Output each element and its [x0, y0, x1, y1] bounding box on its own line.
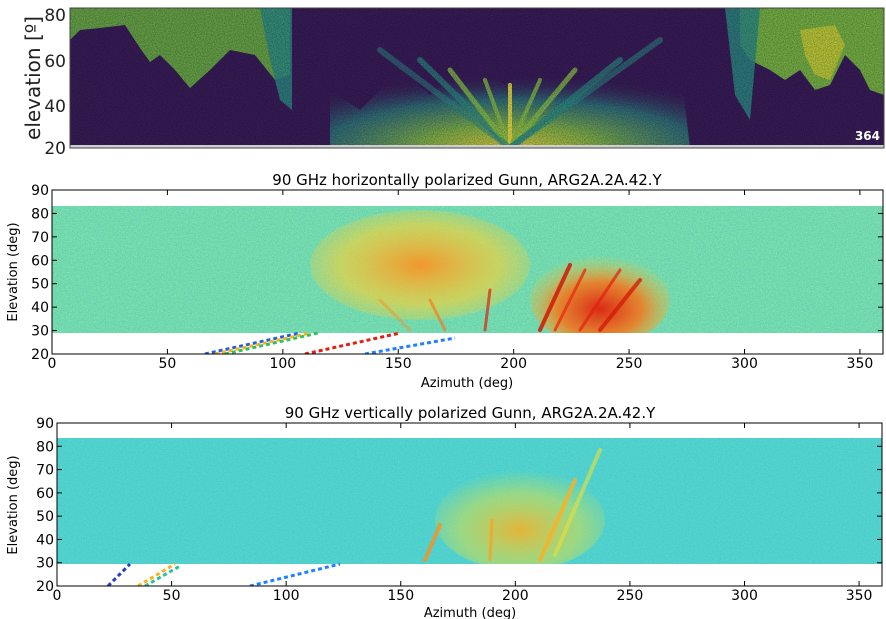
top-y-tick-label: 60 [44, 52, 66, 72]
top-y-ticks: 80 60 40 20 [44, 6, 66, 159]
panel2-x-ticks: 0 50 100 150 200 250 300 350 [48, 190, 874, 372]
panel2-y-axis-label: Elevation (deg) [6, 222, 21, 321]
panel2-x-tick-label: 300 [731, 356, 758, 372]
panel3-y-tick-label: 90 [36, 416, 54, 432]
panel2-y-tick-label: 50 [31, 277, 49, 293]
panel3-warm-streaks [423, 448, 602, 562]
panel3-x-tick-label: 250 [617, 588, 644, 604]
panel3-plot-frame [56, 422, 883, 587]
panel2-x-tick-label: 250 [616, 356, 643, 372]
top-y-tick-label: 80 [44, 6, 66, 26]
panel2-y-ticks: 20 30 40 50 60 70 80 90 [31, 183, 883, 363]
panel3-y-tick-label: 50 [36, 509, 54, 525]
panel2-y-tick-label: 80 [31, 206, 49, 222]
panel2-x-axis-label: Azimuth (deg) [421, 376, 513, 391]
panel3-x-tick-label: 200 [502, 588, 529, 604]
panel3-y-tick-label: 70 [36, 463, 54, 479]
panel3-low-elevation-tracks [106, 562, 341, 586]
panel2-x-tick-label: 0 [48, 356, 57, 372]
panel2-y-tick-label: 40 [31, 300, 49, 316]
top-y-tick-label: 20 [44, 139, 66, 159]
panel2-x-tick-label: 200 [500, 356, 527, 372]
panel2-y-tick-label: 30 [31, 324, 49, 340]
panel3-x-ticks: 0 50 100 150 200 250 300 350 [53, 423, 873, 604]
panel3-y-tick-label: 60 [36, 486, 54, 502]
panel-top-viridis: 364 elevation [º] 80 60 40 20 [21, 6, 885, 159]
panel3-y-tick-label: 40 [36, 532, 54, 548]
panel3-x-tick-label: 100 [273, 588, 300, 604]
panel3-y-tick-label: 80 [36, 439, 54, 455]
panel3-y-tick-label: 30 [36, 556, 54, 572]
top-plot-frame [69, 7, 885, 149]
panel2-x-tick-label: 50 [159, 356, 177, 372]
panel2-plot-frame [51, 189, 884, 355]
panel3-x-tick-label: 0 [53, 588, 62, 604]
top-bottom-gray-strip [70, 145, 884, 148]
panel3-x-tick-label: 150 [387, 588, 414, 604]
panel2-low-elevation-tracks [204, 331, 456, 354]
panel2-x-tick-label: 150 [385, 356, 412, 372]
panel3-y-ticks: 20 30 40 50 60 70 80 90 [36, 416, 882, 595]
panel3-x-tick-label: 350 [846, 588, 873, 604]
panel2-x-tick-label: 100 [269, 356, 296, 372]
panel2-red-streaks [378, 263, 642, 332]
panel2-y-tick-label: 70 [31, 230, 49, 246]
panel-vertical-polarization: 90 GHz vertically polarized Gunn, ARG2A.… [6, 404, 883, 619]
panel3-x-axis-label: Azimuth (deg) [424, 606, 516, 619]
panel-horizontal-polarization: 90 GHz horizontally polarized Gunn, ARG2… [6, 171, 884, 391]
panel3-y-tick-label: 20 [36, 579, 54, 595]
panel3-y-axis-label: Elevation (deg) [6, 455, 21, 554]
panel3-x-tick-label: 50 [163, 588, 181, 604]
top-y-tick-label: 40 [44, 97, 66, 117]
panel3-warm-region [435, 470, 605, 570]
top-annotation: 364 [855, 129, 880, 143]
panel3-empty-band [57, 564, 882, 586]
panel3-title: 90 GHz vertically polarized Gunn, ARG2A.… [285, 404, 656, 422]
panel2-y-tick-label: 60 [31, 253, 49, 269]
panel2-y-tick-label: 90 [31, 183, 49, 199]
panel2-title: 90 GHz horizontally polarized Gunn, ARG2… [272, 171, 662, 189]
panel3-x-tick-label: 300 [731, 588, 758, 604]
panel2-empty-band [52, 333, 883, 354]
panel2-warm-region [310, 210, 530, 320]
panel2-x-tick-label: 350 [847, 356, 874, 372]
top-y-axis-label: elevation [º] [21, 16, 45, 140]
top-noise-overlay [70, 8, 884, 148]
panel2-y-tick-label: 20 [31, 347, 49, 363]
